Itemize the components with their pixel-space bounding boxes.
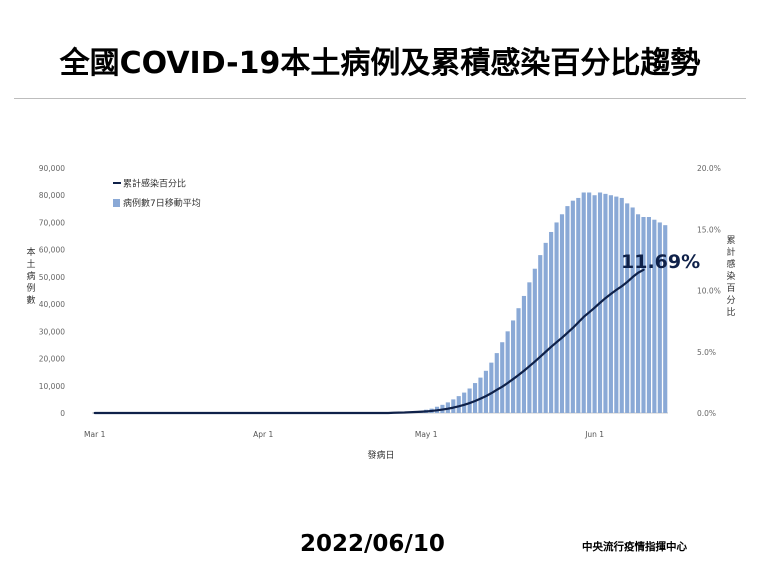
bar [543,242,548,413]
bar [652,219,657,413]
bar [500,342,505,413]
x-tick-label: Mar 1 [84,430,106,439]
latest-percentage-label: 11.69% [621,251,700,273]
organization-name: 中央流行疫情指揮中心 [582,541,687,553]
bar [630,207,635,413]
y-left-tick-label: 40,000 [39,300,65,309]
x-tick-label: Apr 1 [253,430,273,439]
bar [527,282,532,413]
right-axis-title-char: 累 [726,235,735,246]
right-axis-title-char: 染 [726,270,735,282]
bar [625,203,630,413]
bar [641,217,646,413]
bar [587,192,592,413]
y-right-tick-label: 15.0% [697,225,721,234]
legend: 累計感染百分比 病例數7日移動平均 [113,178,201,209]
y-left-tick-label: 60,000 [39,246,65,255]
bar [646,217,651,413]
right-axis-title-char: 比 [726,306,735,318]
bar [483,370,488,413]
y-left-tick-label: 0 [60,409,65,418]
y-right-tick-label: 20.0% [697,164,721,173]
right-axis-title: 累計感染百分比 [726,235,735,318]
y-left-tick-label: 20,000 [39,355,65,364]
bar [467,388,472,413]
bar [538,255,543,413]
bar [565,206,570,413]
title-divider [14,98,746,99]
y-left-tick-label: 70,000 [39,218,65,227]
left-axis-title-char: 數 [26,294,35,306]
bar [619,197,624,413]
bar [505,331,510,413]
x-tick-label: Jun 1 [584,430,604,439]
bar [516,308,521,413]
y-right-tick-label: 5.0% [697,348,716,357]
bar [451,399,456,413]
left-axis-title-char: 土 [26,258,35,270]
x-tick-label: May 1 [415,430,438,439]
left-axis-title-char: 例 [26,282,35,294]
bar [657,222,662,413]
bar [663,225,668,413]
x-axis-title: 發病日 [367,449,394,461]
legend-bar-swatch [113,199,120,207]
y-left-tick-label: 90,000 [39,164,65,173]
bar [570,200,575,413]
y-left-tick-label: 80,000 [39,191,65,200]
bar [592,195,597,413]
right-axis-title-char: 計 [726,246,735,258]
bar [581,192,586,413]
bar [462,392,467,413]
bar-series [396,192,668,413]
bar [603,193,608,413]
y-right-tick-label: 10.0% [697,287,721,296]
bar [614,196,619,413]
report-date: 2022/06/10 [300,531,445,557]
bar [576,197,581,413]
legend-bar-label: 病例數7日移動平均 [123,197,201,209]
bar [559,214,565,413]
chart-title: 全國COVID-19本土病例及累積感染百分比趨勢 [59,46,701,81]
cumulative-line [93,268,645,415]
bar [549,231,554,413]
bar [478,377,483,413]
bar [511,320,516,413]
bar [532,268,537,413]
bar [489,362,494,413]
bar [635,214,641,413]
bar [456,396,461,413]
bar [472,383,478,413]
bar [494,353,499,413]
y-left-tick-label: 50,000 [39,273,65,282]
right-axis-title-char: 百 [726,283,735,294]
y-left-tick-label: 10,000 [39,382,65,391]
bar [521,295,527,413]
right-axis-title-char: 分 [726,295,735,306]
left-axis-title-char: 病 [26,270,35,282]
right-axis-title-char: 感 [726,258,735,270]
y-left-tick-label: 30,000 [39,327,65,336]
y-right-tick-label: 0.0% [697,409,716,418]
left-axis-title-char: 本 [26,246,35,258]
legend-line-label: 累計感染百分比 [123,178,186,190]
bar [554,222,559,413]
bar [608,195,613,413]
